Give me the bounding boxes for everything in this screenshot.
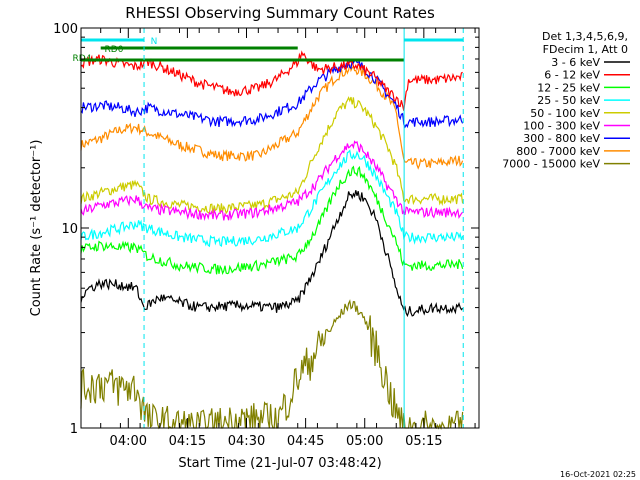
flag-label-2: RD0 xyxy=(105,45,124,55)
series-line-6 xyxy=(80,58,464,129)
y-tick-label-2: 100 xyxy=(53,22,78,37)
series-line-0 xyxy=(80,190,464,318)
series-line-2 xyxy=(80,165,464,276)
axes-layer: 1 10 100 04:00 04:15 04:30 04:45 05:00 05:15 xyxy=(53,22,480,449)
x-axis-label: Start Time (21-Jul-07 03:48:42) xyxy=(178,456,381,471)
chart-title: RHESSI Observing Summary Count Rates xyxy=(125,4,435,22)
legend-label-4: 50 - 100 keV xyxy=(530,107,600,120)
y-tick-label-0: 1 xyxy=(70,422,78,437)
legend-header-line-1: Det 1,3,4,5,6,9, xyxy=(542,30,628,43)
series-line-4 xyxy=(80,96,464,215)
x-tick-label-5: 05:15 xyxy=(405,434,442,449)
legend-label-6: 300 - 800 keV xyxy=(523,132,600,145)
series-line-5 xyxy=(80,140,464,222)
series-line-3 xyxy=(80,149,464,248)
legend-label-0: 3 - 6 keV xyxy=(551,56,600,69)
x-tick-label-1: 04:15 xyxy=(169,434,206,449)
series-line-7 xyxy=(80,64,464,170)
x-tick-label-3: 04:45 xyxy=(287,434,324,449)
legend-label-3: 25 - 50 keV xyxy=(537,94,600,107)
x-tick-label-0: 04:00 xyxy=(110,434,147,449)
legend-header-line-2: FDecim 1, Att 0 xyxy=(543,43,628,56)
x-tick-label-2: 04:30 xyxy=(228,434,265,449)
footer-date: 16-Oct-2021 02:25 xyxy=(560,470,636,479)
legend-label-2: 12 - 25 keV xyxy=(537,81,600,94)
legend-label-8: 7000 - 15000 keV xyxy=(502,158,600,171)
series-line-8 xyxy=(80,299,464,431)
flag-label-1: N xyxy=(151,37,158,47)
x-tick-label-4: 05:00 xyxy=(346,434,383,449)
legend-label-5: 100 - 300 keV xyxy=(523,120,600,133)
legend-label-1: 6 - 12 keV xyxy=(544,69,600,82)
y-tick-label-1: 10 xyxy=(61,222,78,237)
legend-label-7: 800 - 7000 keV xyxy=(516,145,600,158)
y-axis-label: Count Rate (s⁻¹ detector⁻¹) xyxy=(29,140,44,317)
